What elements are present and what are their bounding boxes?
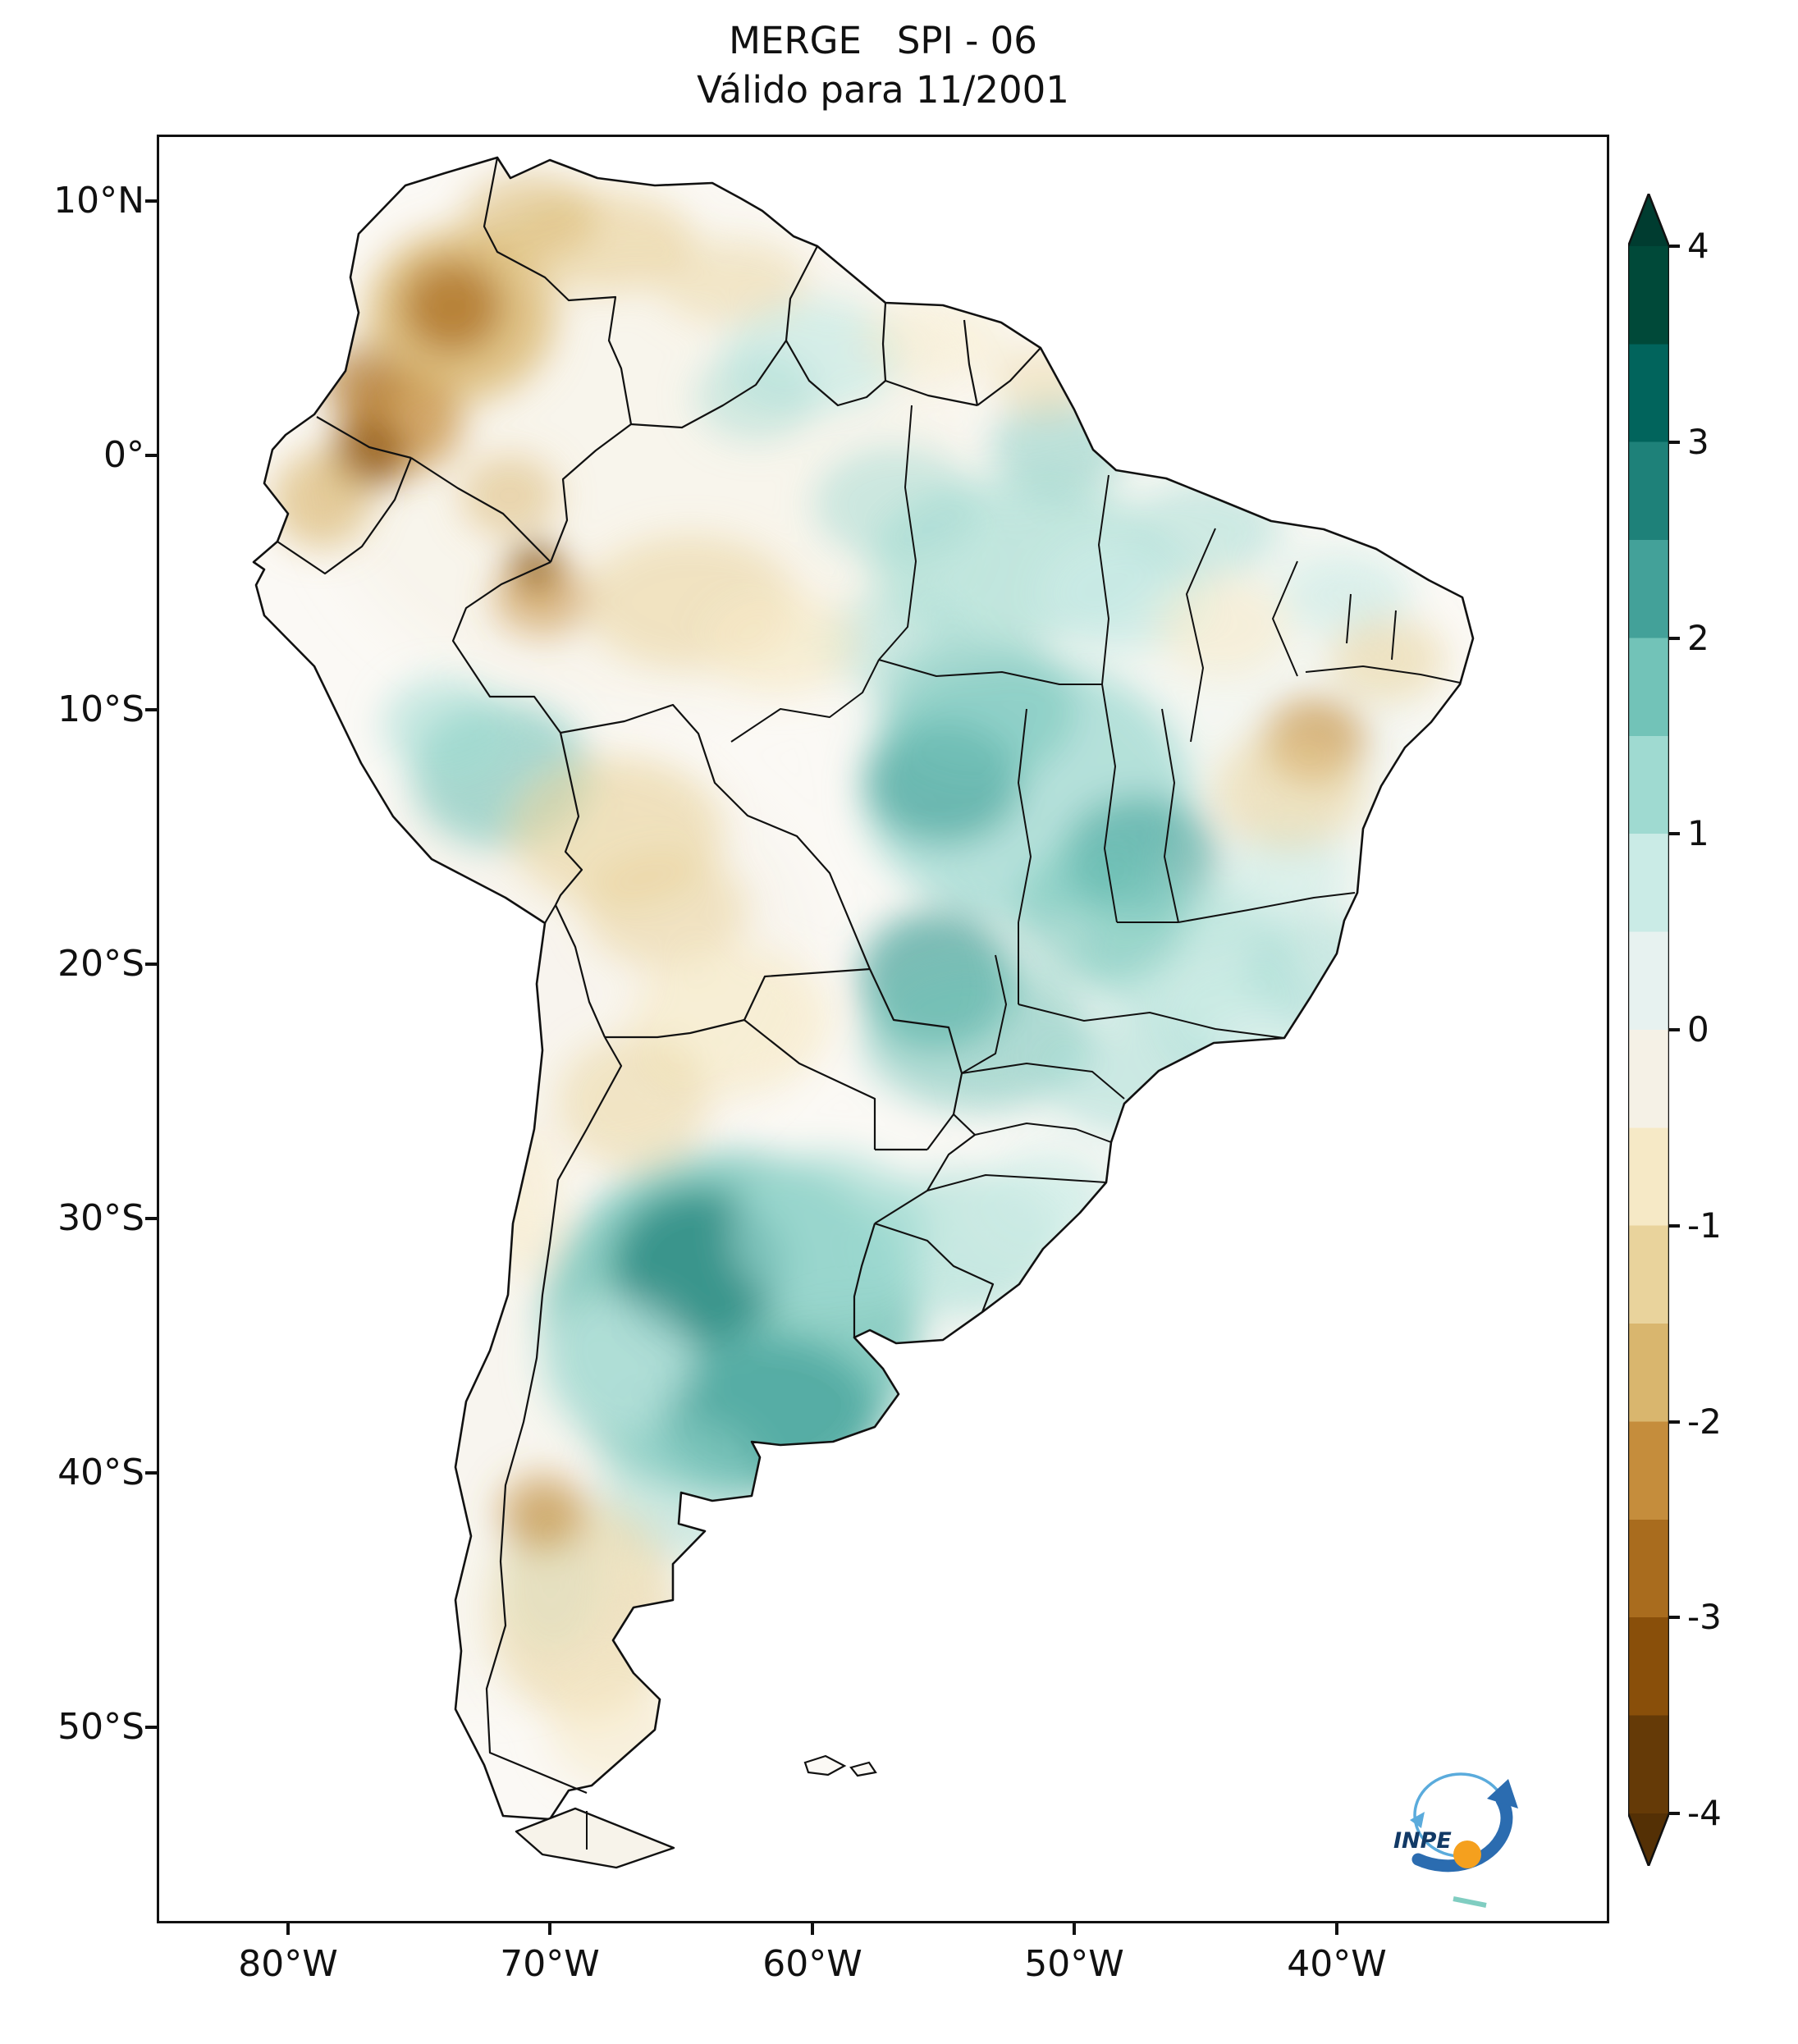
southern-islands [515, 1754, 877, 1869]
colorbar-tick-label: -3 [1687, 1597, 1722, 1637]
y-tickmark [145, 963, 157, 966]
country-borders [277, 157, 1041, 1795]
y-tickmark [145, 1471, 157, 1475]
state-borders [730, 405, 1461, 1191]
logo-swoosh-arrow-icon [1411, 1794, 1513, 1873]
spi-field [272, 174, 1470, 1786]
colorbar-tick-label: -2 [1687, 1402, 1722, 1442]
y-tick-label: 30°S [57, 1197, 144, 1239]
x-tick-label: 40°W [1287, 1943, 1387, 1985]
x-tickmark [811, 1923, 814, 1935]
colorbar-tickmark [1669, 1224, 1680, 1228]
inpe-logo: INPE [1379, 1756, 1551, 1887]
colorbar [1628, 194, 1669, 1866]
colorbar-tick-label: 0 [1687, 1009, 1709, 1049]
logo-orange-dot-icon [1453, 1841, 1481, 1868]
ocean-artifact [1453, 1896, 1487, 1908]
colorbar-tickmark [1669, 637, 1680, 640]
south-america-map [252, 156, 1487, 1908]
y-tick-label: 40°S [57, 1452, 144, 1493]
logo-swoosh-arrowhead-icon [1487, 1779, 1518, 1809]
colorbar-tick-label: -4 [1687, 1793, 1722, 1833]
logo-orbit-arrowhead-icon [1410, 1812, 1425, 1828]
x-tick-label: 60°W [762, 1943, 862, 1985]
colorbar-over-arrow [1628, 194, 1669, 246]
colorbar-gradient [1628, 246, 1669, 1813]
spi-blobs [272, 174, 1447, 1786]
logo-text: INPE [1393, 1828, 1452, 1854]
x-tick-label: 80°W [238, 1943, 338, 1985]
colorbar-tickmark [1669, 1420, 1680, 1424]
colorbar-under-arrow [1628, 1813, 1669, 1866]
x-tick-label: 70°W [500, 1943, 600, 1985]
colorbar-tick-label: 3 [1687, 422, 1709, 462]
y-tick-label: 10°S [57, 688, 144, 730]
x-tickmark [1335, 1923, 1338, 1935]
colorbar-tick-label: -1 [1687, 1205, 1722, 1246]
x-tickmark [1073, 1923, 1076, 1935]
y-tick-label: 0° [103, 434, 144, 476]
colorbar-tickmark [1669, 1616, 1680, 1619]
colorbar-tickmark [1669, 832, 1680, 835]
colorbar-tickmark [1669, 245, 1680, 248]
y-tickmark [145, 708, 157, 711]
y-tick-label: 10°N [53, 180, 144, 222]
colorbar-tick-label: 4 [1687, 226, 1709, 266]
x-tickmark [286, 1923, 290, 1935]
y-tickmark [145, 1726, 157, 1729]
chart-title: MERGE SPI - 06 [729, 19, 1037, 62]
y-tickmark [145, 199, 157, 203]
x-tickmark [548, 1923, 551, 1935]
colorbar-tickmark [1669, 441, 1680, 444]
colorbar-tick-label: 2 [1687, 618, 1709, 658]
y-tick-label: 50°S [57, 1706, 144, 1748]
y-tick-label: 20°S [57, 943, 144, 985]
y-tickmark [145, 1217, 157, 1220]
x-tick-label: 50°W [1024, 1943, 1124, 1985]
colorbar-tickmark [1669, 1028, 1680, 1031]
y-tickmark [145, 454, 157, 457]
colorbar-tickmark [1669, 1812, 1680, 1815]
colorbar-tick-label: 1 [1687, 813, 1709, 853]
chart-subtitle: Válido para 11/2001 [697, 68, 1069, 112]
